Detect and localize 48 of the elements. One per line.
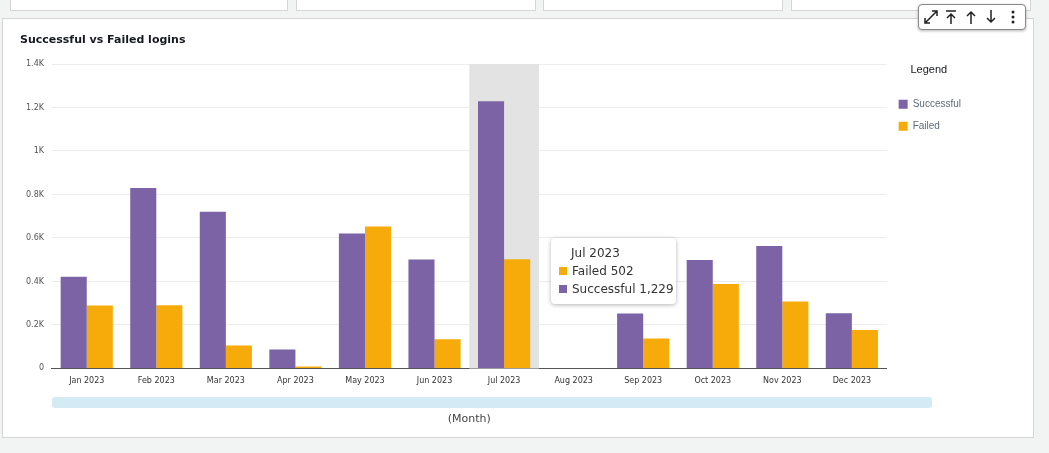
bar bbox=[86, 305, 113, 368]
bar bbox=[782, 301, 809, 368]
bar bbox=[156, 305, 183, 368]
annotation: Successful 1,229 bbox=[571, 281, 674, 298]
y-tick-label: 0.4K bbox=[26, 276, 45, 286]
x-tick-label: Nov 2023 bbox=[763, 376, 802, 386]
bar bbox=[756, 245, 783, 368]
annotation: Failed 502 bbox=[571, 263, 635, 280]
bar bbox=[712, 284, 739, 368]
y-tick-label: 1.4K bbox=[26, 59, 45, 69]
bar bbox=[617, 313, 644, 368]
chart-title: Successful vs Failed logins bbox=[20, 32, 186, 46]
x-axis-title: (Month) bbox=[447, 411, 491, 425]
legend-label: Failed bbox=[912, 119, 940, 131]
bar bbox=[269, 349, 296, 368]
bar bbox=[686, 260, 713, 368]
bar bbox=[643, 338, 670, 368]
x-tick-label: Dec 2023 bbox=[832, 376, 872, 386]
bar bbox=[338, 233, 365, 368]
x-tick-label: Feb 2023 bbox=[137, 376, 175, 386]
bar bbox=[434, 339, 461, 368]
bar bbox=[504, 259, 531, 368]
x-tick-label: Jan 2023 bbox=[68, 376, 105, 386]
x-tick-label: Sep 2023 bbox=[624, 376, 663, 386]
x-tick-label: Oct 2023 bbox=[694, 376, 732, 386]
bar bbox=[60, 276, 87, 368]
bar bbox=[851, 329, 878, 368]
legend-label: Successful bbox=[912, 97, 961, 109]
x-tick-label: Apr 2023 bbox=[277, 376, 314, 386]
bar bbox=[130, 187, 157, 368]
y-tick-label: 1.2K bbox=[26, 102, 45, 112]
bar bbox=[408, 259, 435, 368]
x-tick-label: Jul 2023 bbox=[486, 376, 521, 386]
bar bbox=[199, 211, 226, 368]
y-tick-label: 0.6K bbox=[26, 233, 45, 243]
annotation: Jul 2023 bbox=[569, 245, 621, 262]
x-tick-label: Mar 2023 bbox=[206, 376, 245, 386]
y-tick-label: 0 bbox=[38, 363, 44, 373]
x-tick-label: Aug 2023 bbox=[554, 376, 593, 386]
y-tick-label: 1K bbox=[33, 146, 45, 156]
legend-title: Legend bbox=[910, 62, 948, 75]
x-tick-label: May 2023 bbox=[345, 376, 385, 386]
y-tick-label: 0.2K bbox=[26, 319, 45, 329]
y-tick-label: 0.8K bbox=[26, 189, 45, 199]
bar bbox=[825, 313, 852, 368]
x-tick-label: Jun 2023 bbox=[415, 376, 453, 386]
bar bbox=[364, 226, 392, 368]
bar bbox=[225, 345, 252, 368]
